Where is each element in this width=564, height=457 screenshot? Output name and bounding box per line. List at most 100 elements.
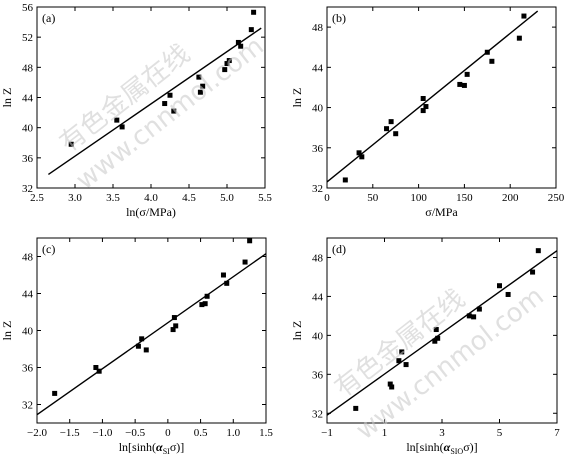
data-point xyxy=(224,280,230,286)
y-tick-label: 40 xyxy=(312,330,324,342)
panel-3: −2.0 −1.5 −1.0 −0.5 0 0.5 1.0 1.5 32 36 40 44 48 (c) l… xyxy=(0,237,273,456)
data-point xyxy=(505,291,511,297)
x-tick-label: 200 xyxy=(502,192,519,204)
data-point xyxy=(471,314,477,320)
data-point xyxy=(202,301,208,307)
data-point xyxy=(93,365,99,370)
x-tick-label: 0 xyxy=(324,192,330,204)
data-point xyxy=(114,117,120,123)
fit-line xyxy=(326,250,558,416)
x-tick-label: 7 xyxy=(554,427,560,439)
data-point xyxy=(433,327,439,333)
x-tick-label: 1.0 xyxy=(226,427,240,439)
y-tick-label: 32 xyxy=(312,183,323,195)
data-point xyxy=(530,269,536,275)
data-point xyxy=(200,83,206,89)
data-point xyxy=(396,358,402,364)
panel-1: 2.5 3.0 3.5 4.0 4.5 5.0 5.5 32 36 40 44 48 52 56 (a) ln… xyxy=(0,2,272,219)
y-axis-label: ln Z xyxy=(0,321,14,341)
y-tick-label: 52 xyxy=(22,32,33,44)
data-point xyxy=(251,9,257,15)
data-point xyxy=(171,108,177,114)
x-tick-label: 4.0 xyxy=(144,192,158,204)
data-point xyxy=(464,71,470,77)
data-point xyxy=(535,248,541,254)
data-point xyxy=(238,43,244,49)
y-tick-label: 44 xyxy=(22,289,34,301)
x-tick-label: 5.5 xyxy=(258,192,272,204)
plot-frame xyxy=(326,6,557,189)
data-point xyxy=(423,104,429,110)
plot-frame xyxy=(36,6,266,189)
x-tick-label: 0.5 xyxy=(194,427,208,439)
y-tick-label: 44 xyxy=(312,62,324,74)
y-tick-label: 32 xyxy=(312,408,323,420)
panel-2: 0 50 100 150 200 250 32 36 40 44 48 (b) ln Z σ/MPa xyxy=(290,6,564,219)
y-tick-label: 36 xyxy=(312,369,324,381)
data-point xyxy=(516,35,522,41)
data-point xyxy=(224,61,230,67)
data-point xyxy=(399,349,405,355)
fit-line xyxy=(48,27,262,176)
data-point xyxy=(476,306,482,312)
x-tick-label: 50 xyxy=(367,192,379,204)
data-point xyxy=(484,49,490,55)
y-tick-label: 40 xyxy=(22,123,34,135)
x-tick-label: 0 xyxy=(165,427,171,439)
plot-frame xyxy=(326,237,558,424)
plot-frame xyxy=(36,237,267,424)
y-tick-label: 40 xyxy=(22,326,34,338)
data-point xyxy=(226,58,232,64)
y-tick-label: 48 xyxy=(312,252,324,264)
x-tick-label: −2.0 xyxy=(27,427,47,439)
x-tick-label: −1.5 xyxy=(60,427,80,439)
y-tick-label: 36 xyxy=(22,363,34,375)
x-axis-label: ln[sinh(αSIOσ)] xyxy=(406,440,477,456)
data-point xyxy=(466,313,472,319)
data-point xyxy=(489,58,495,64)
data-point xyxy=(247,238,253,244)
fit-line xyxy=(36,253,267,416)
x-tick-label: 5.0 xyxy=(220,192,234,204)
data-point xyxy=(432,338,438,344)
data-point xyxy=(119,124,125,130)
data-point xyxy=(220,272,226,278)
data-point xyxy=(384,126,390,132)
data-point xyxy=(420,108,426,114)
panel-4: −1 1 3 5 7 32 36 40 44 48 (d) ln Z ln[sinh(αSIOσ)] xyxy=(290,237,560,456)
x-tick-label: 1.5 xyxy=(259,427,273,439)
data-point xyxy=(222,67,228,73)
data-point xyxy=(461,82,467,88)
y-tick-label: 44 xyxy=(312,291,324,303)
x-tick-label: 150 xyxy=(456,192,473,204)
data-point xyxy=(173,323,179,329)
data-point xyxy=(248,27,254,33)
x-axis-label: σ/MPa xyxy=(425,205,458,219)
panel-label: (c) xyxy=(42,242,55,256)
y-tick-label: 48 xyxy=(312,22,324,34)
x-tick-label: 2.5 xyxy=(30,192,44,204)
data-point xyxy=(435,335,441,341)
x-tick-label: 3.0 xyxy=(68,192,82,204)
data-point xyxy=(197,89,203,95)
data-point xyxy=(359,154,365,160)
data-point xyxy=(171,315,177,321)
data-point xyxy=(389,384,395,390)
y-tick-label: 32 xyxy=(22,183,33,195)
y-axis-label: ln Z xyxy=(290,88,304,108)
x-tick-label: 250 xyxy=(548,192,564,204)
data-point xyxy=(353,405,359,411)
data-point xyxy=(356,150,362,156)
x-tick-label: 3.5 xyxy=(106,192,120,204)
panel-label: (a) xyxy=(42,11,55,25)
x-tick-label: −1 xyxy=(321,427,333,439)
x-tick-label: 4.5 xyxy=(182,192,196,204)
x-axis-label: ln[sinh(αSIσ)] xyxy=(119,440,185,456)
x-tick-label: 5 xyxy=(497,427,503,439)
data-point xyxy=(204,293,210,299)
x-tick-label: −1.0 xyxy=(92,427,112,439)
data-point xyxy=(167,92,173,98)
data-point xyxy=(388,119,394,125)
y-tick-label: 36 xyxy=(22,153,34,165)
y-tick-label: 44 xyxy=(22,93,34,105)
